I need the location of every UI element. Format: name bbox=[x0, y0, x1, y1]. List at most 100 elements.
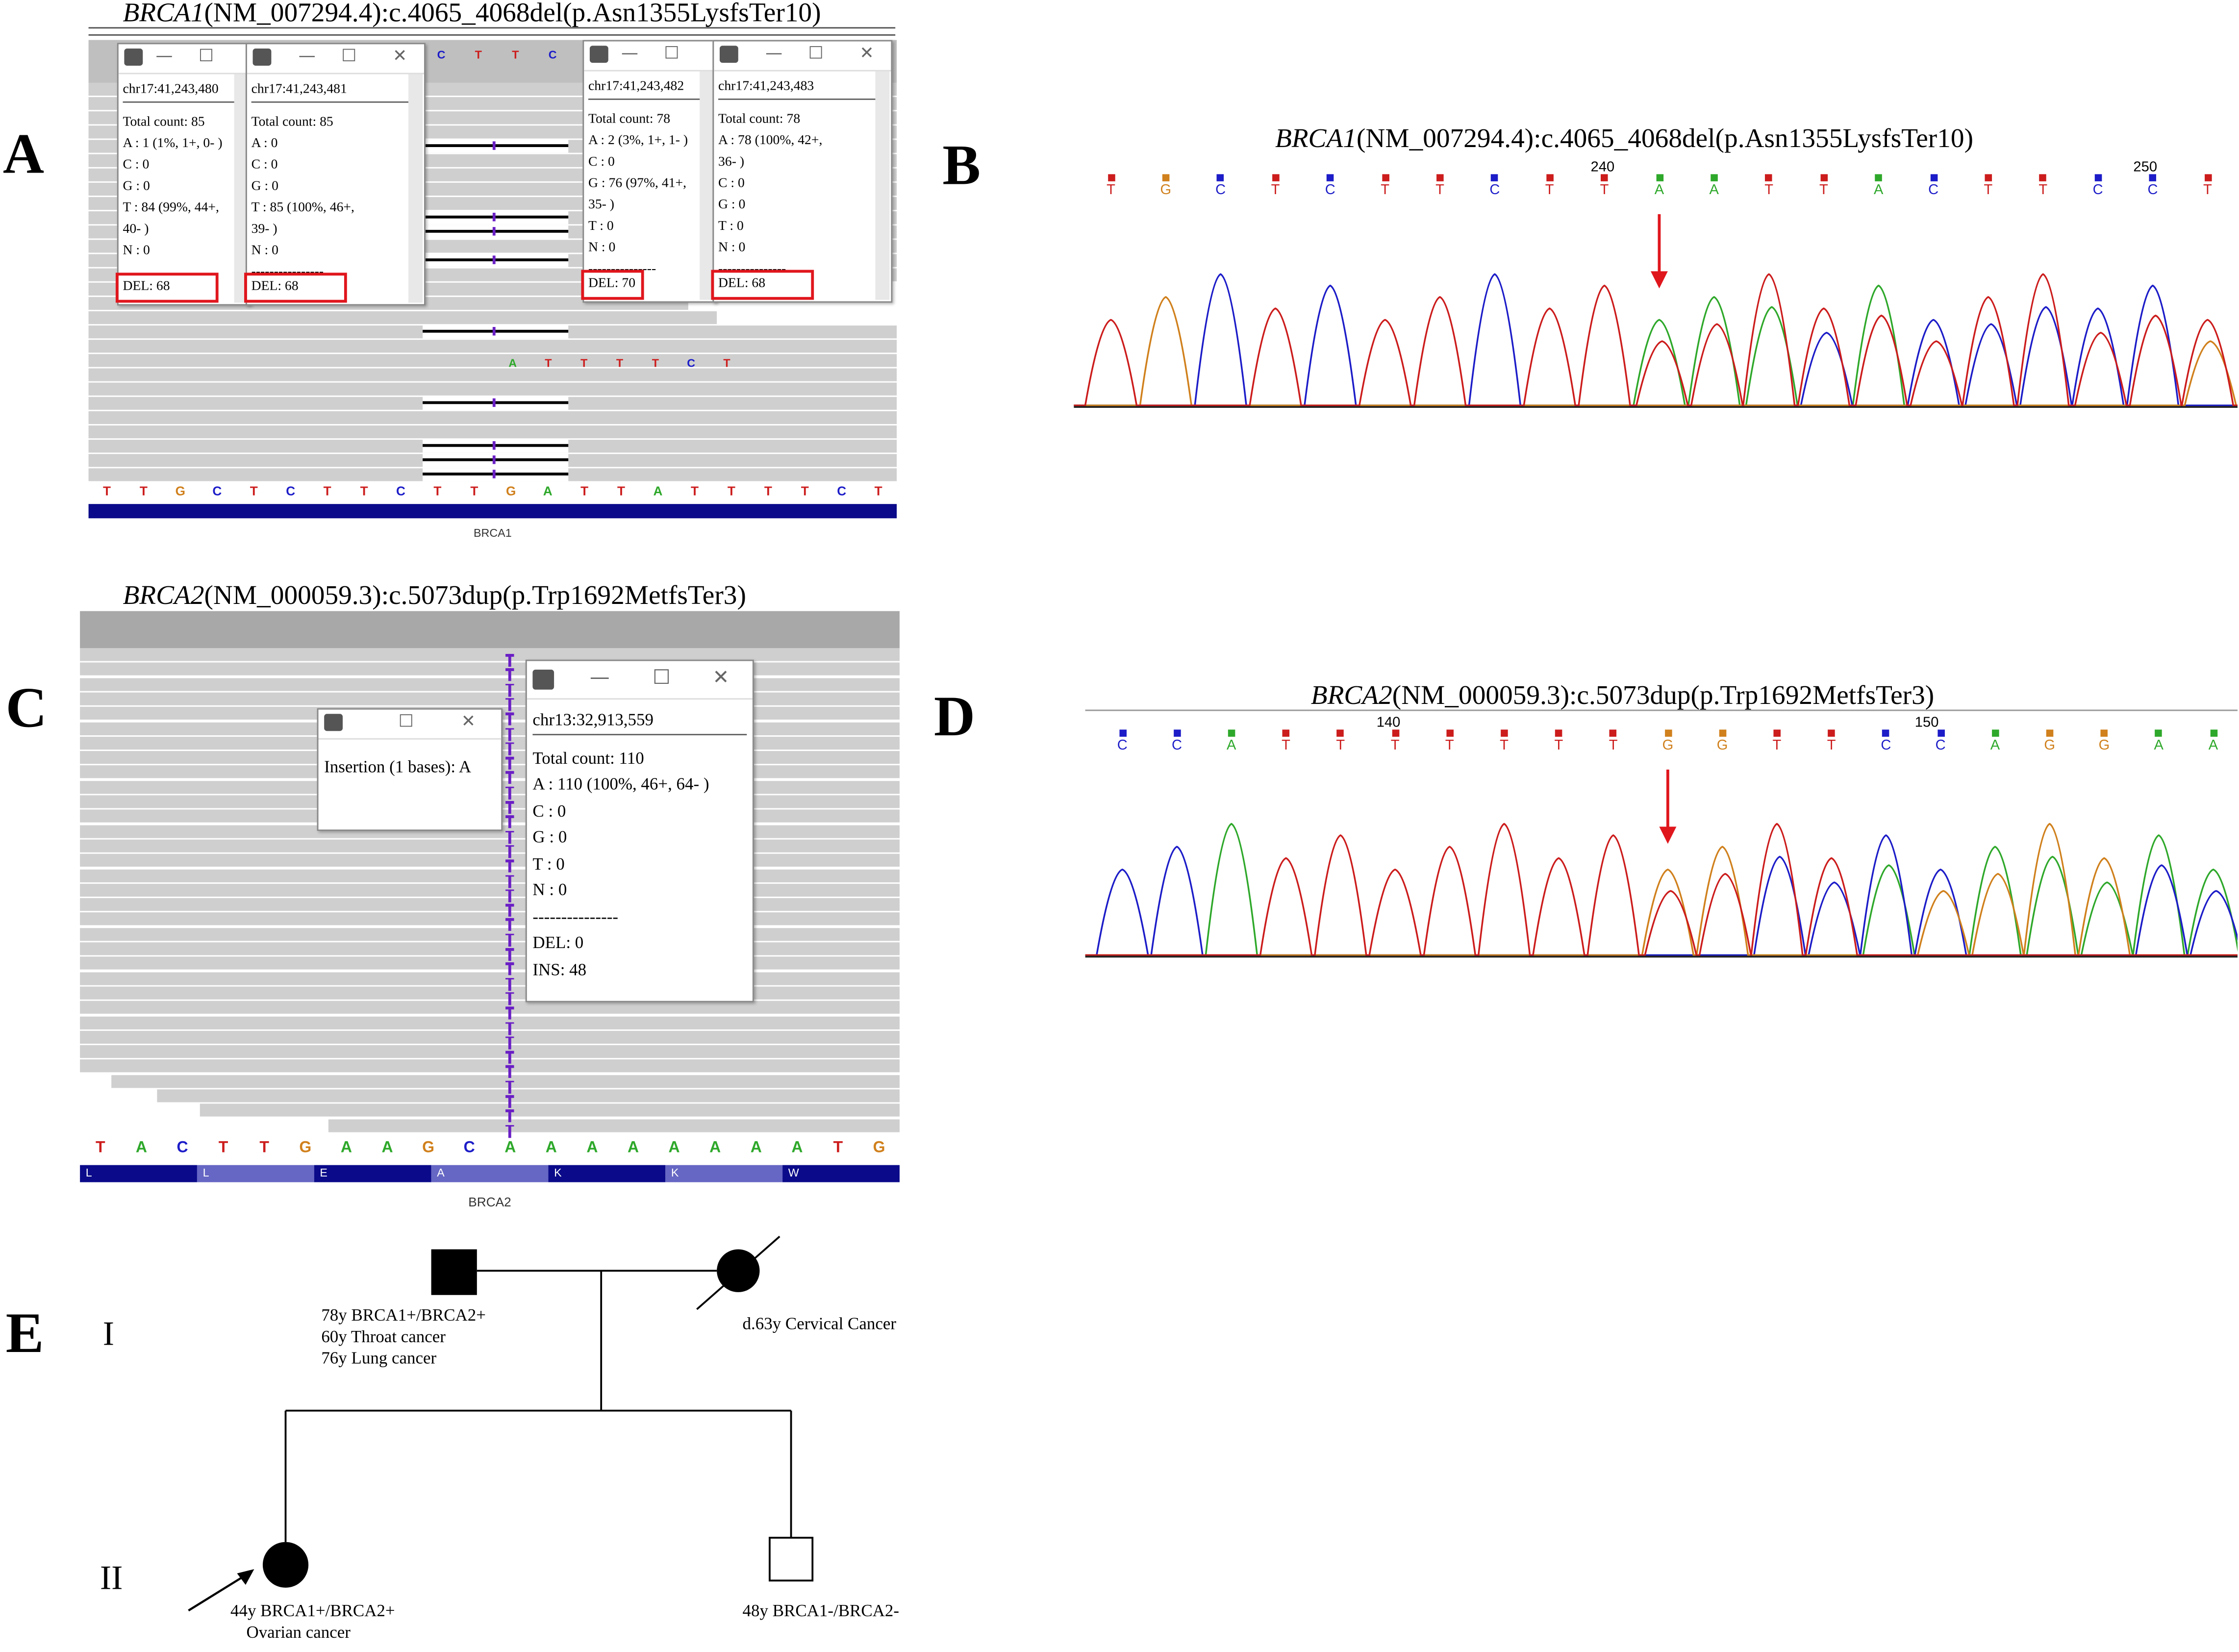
insertion-mark bbox=[508, 712, 511, 726]
base-call-marker bbox=[1500, 729, 1508, 737]
maximize-icon[interactable]: ☐ bbox=[664, 43, 679, 63]
read-bar bbox=[80, 854, 900, 867]
panel-letter-c: C bbox=[5, 675, 47, 740]
popup-titlebar[interactable]: — ☐ ✕ bbox=[527, 661, 753, 700]
popup-count-line: INS: 48 bbox=[532, 958, 587, 979]
base-count-popup[interactable]: — ☐ chr17:41,243,480 Total count: 85 A : 1 (… bbox=[115, 43, 252, 306]
base-call-letter: C bbox=[1489, 182, 1500, 199]
deletion-line bbox=[423, 144, 569, 147]
popup-count-line: T : 85 (100%, 46+, bbox=[251, 201, 354, 216]
maximize-icon[interactable]: ☐ bbox=[341, 46, 357, 66]
igv-app-icon bbox=[124, 49, 143, 66]
base-call-letter: T bbox=[1600, 182, 1609, 199]
read-bar bbox=[80, 1001, 900, 1014]
base-count-popup[interactable]: — ☐ ✕ chr17:41,243,481 Total count: 85 A : 0 C… bbox=[244, 43, 426, 306]
popup-count-line: 35- ) bbox=[588, 198, 615, 213]
base-call: T bbox=[1276, 729, 1296, 754]
popup-titlebar[interactable]: — ☐ bbox=[584, 41, 716, 72]
insertion-cap bbox=[505, 653, 514, 656]
read-base: T bbox=[545, 357, 552, 370]
amino-acid: L bbox=[80, 1165, 197, 1182]
close-icon[interactable]: ✕ bbox=[712, 667, 730, 690]
read-base: T bbox=[512, 49, 519, 62]
insertion-mark bbox=[508, 1021, 511, 1035]
close-icon[interactable]: ✕ bbox=[392, 46, 407, 66]
maximize-icon[interactable]: ☐ bbox=[808, 43, 824, 63]
reference-base: T bbox=[690, 484, 699, 499]
insertion-cap bbox=[505, 698, 514, 701]
insertion-cap bbox=[505, 874, 514, 877]
popup-titlebar[interactable]: — ☐ ✕ bbox=[714, 41, 891, 72]
minimize-icon[interactable]: — bbox=[621, 43, 638, 63]
insertion-cap bbox=[505, 859, 514, 862]
base-call-letter: T bbox=[1271, 182, 1280, 199]
base-call-letter: T bbox=[1390, 738, 1400, 754]
read-base: C bbox=[548, 49, 557, 62]
insertion-cap bbox=[505, 992, 514, 995]
reference-base: C bbox=[286, 484, 296, 499]
deletion-tick bbox=[492, 141, 496, 150]
popup-count-line: A : 0 bbox=[251, 137, 278, 151]
insertion-mark bbox=[508, 962, 511, 976]
base-call-letter: G bbox=[2044, 738, 2056, 754]
minimize-icon[interactable]: — bbox=[298, 46, 316, 66]
read-bar bbox=[80, 1030, 900, 1044]
insertion-mark bbox=[508, 903, 511, 917]
insertion-mark bbox=[508, 698, 511, 711]
close-icon[interactable]: ✕ bbox=[461, 711, 476, 731]
popup-count-line: T : 0 bbox=[588, 220, 614, 234]
scrollbar[interactable] bbox=[408, 74, 423, 303]
popup-titlebar[interactable]: — ☐ ✕ bbox=[247, 44, 425, 75]
minimize-icon[interactable]: — bbox=[765, 43, 783, 63]
maximize-icon[interactable]: ☐ bbox=[198, 46, 214, 66]
base-count-popup[interactable]: — ☐ ✕ chr17:41,243,483 Total count: 78 A : 78… bbox=[711, 40, 893, 303]
close-icon[interactable]: ✕ bbox=[859, 43, 874, 63]
scrollbar[interactable] bbox=[700, 71, 714, 300]
popup-titlebar[interactable]: — ☐ bbox=[118, 44, 250, 75]
read-base: T bbox=[652, 357, 659, 370]
reference-base: T bbox=[96, 1139, 105, 1157]
amino-acid: K bbox=[665, 1165, 783, 1182]
insertion-mark bbox=[508, 683, 511, 697]
insertion-cap bbox=[505, 1051, 514, 1053]
base-call: T bbox=[1385, 729, 1405, 754]
insertion-mark bbox=[508, 1109, 511, 1123]
read-bar bbox=[80, 839, 900, 852]
base-call-marker bbox=[1107, 174, 1115, 181]
read-bar bbox=[200, 1104, 900, 1117]
maximize-icon[interactable]: ☐ bbox=[398, 711, 414, 731]
minimize-icon[interactable]: — bbox=[589, 667, 610, 690]
popup-titlebar[interactable]: ☐ ✕ bbox=[318, 710, 502, 740]
insertion-cap bbox=[505, 742, 514, 745]
scrollbar[interactable] bbox=[875, 71, 890, 300]
minimize-icon[interactable]: — bbox=[155, 46, 173, 66]
base-call: T bbox=[2197, 174, 2217, 199]
base-call: C bbox=[2143, 174, 2163, 199]
proband-line-2: Ovarian cancer bbox=[246, 1622, 351, 1642]
popup-position: chr17:41,243,482 bbox=[588, 80, 684, 95]
deceased-slash bbox=[696, 1235, 780, 1310]
popup-count-line: 36- ) bbox=[718, 155, 745, 170]
base-call-letter: C bbox=[1117, 738, 1128, 754]
ruler-d: 140 150 bbox=[1085, 715, 2238, 732]
insertion-popup[interactable]: ☐ ✕ Insertion (1 bases): A bbox=[317, 708, 503, 831]
deletion-line bbox=[423, 444, 569, 447]
base-count-popup[interactable]: — ☐ ✕ chr13:32,913,559 Total count: 110 … bbox=[525, 659, 754, 1002]
insertion-text: Insertion (1 bases): A bbox=[324, 756, 472, 777]
maximize-icon[interactable]: ☐ bbox=[653, 667, 671, 690]
base-call-letter: G bbox=[1716, 738, 1728, 754]
reference-base: A bbox=[627, 1139, 639, 1157]
popup-count-line: A : 1 (1%, 1+, 0- ) bbox=[123, 137, 223, 151]
read-bar bbox=[157, 1089, 900, 1102]
coverage-track bbox=[80, 611, 900, 649]
base-call: T bbox=[1821, 729, 1841, 754]
base-call: C bbox=[1112, 729, 1132, 754]
insertion-mark bbox=[508, 830, 511, 844]
panel-a-title-gene: BRCA1 bbox=[123, 0, 204, 29]
popup-total: Total count: 85 bbox=[251, 115, 333, 130]
base-call-letter: G bbox=[2098, 738, 2110, 754]
trace-T bbox=[1074, 273, 2238, 406]
father-line-2: 60y Throat cancer bbox=[321, 1326, 446, 1347]
base-call-marker bbox=[1272, 174, 1279, 181]
